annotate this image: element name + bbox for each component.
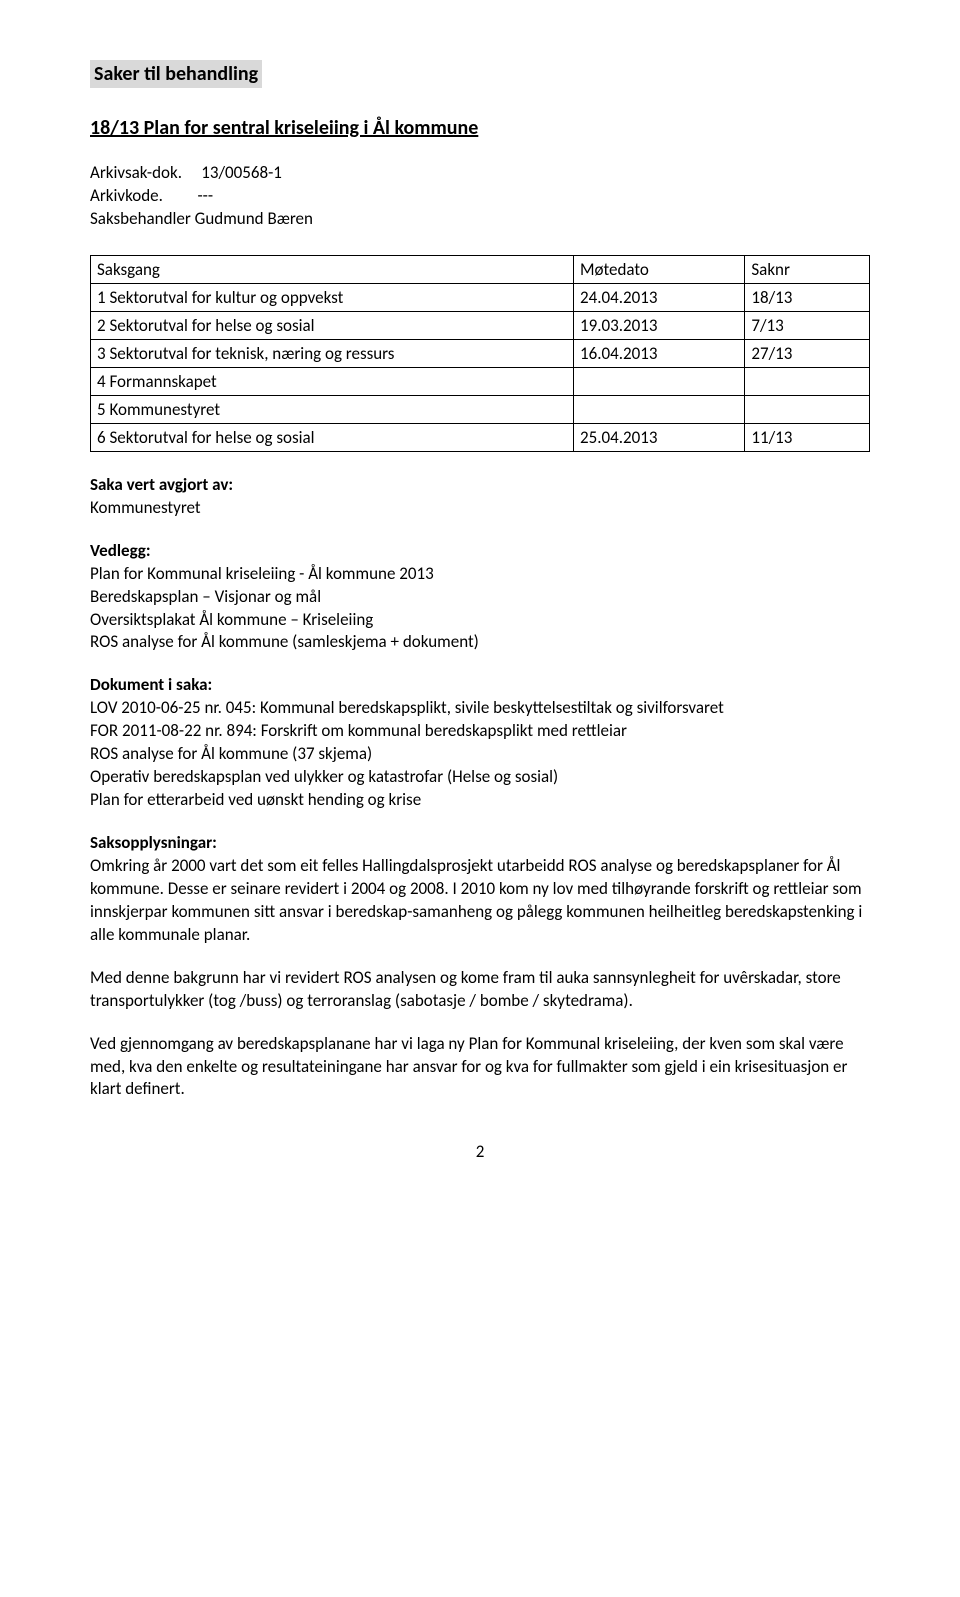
highlight-title: Saker til behandling [94, 62, 258, 86]
th-motedato: Møtedato [573, 255, 744, 283]
table-row: 5 Kommunestyret [91, 395, 870, 423]
cell [745, 395, 870, 423]
cell: 3 Sektorutval for teknisk, næring og res… [91, 339, 574, 367]
cell: 25.04.2013 [573, 423, 744, 451]
table-row: 1 Sektorutval for kultur og oppvekst 24.… [91, 283, 870, 311]
dokument-line: FOR 2011-08-22 nr. 894: Forskrift om kom… [90, 720, 870, 743]
saka-vert-value: Kommunestyret [90, 497, 870, 520]
saksopp-para3: Ved gjennomgang av beredskapsplanane har… [90, 1033, 870, 1102]
arkivsak-label: Arkivsak-dok. [90, 162, 182, 183]
arkivkode-row: Arkivkode. --- [90, 185, 870, 208]
vedlegg-line: Oversiktsplakat Ål kommune – Kriseleiing [90, 609, 870, 632]
cell [745, 367, 870, 395]
th-saksgang: Saksgang [91, 255, 574, 283]
saka-vert-section: Saka vert avgjort av: Kommunestyret [90, 474, 870, 520]
saka-vert-label: Saka vert avgjort av: [90, 474, 870, 497]
document-page: Saker til behandling 18/13 Plan for sent… [0, 0, 960, 1202]
vedlegg-line: ROS analyse for Ål kommune (samleskjema … [90, 631, 870, 654]
dokument-line: Plan for etterarbeid ved uønskt hending … [90, 789, 870, 812]
vedlegg-line: Beredskapsplan – Visjonar og mål [90, 586, 870, 609]
dokument-label: Dokument i saka: [90, 674, 870, 697]
cell: 16.04.2013 [573, 339, 744, 367]
saksopp-para1: Omkring år 2000 vart det som eit felles … [90, 855, 870, 947]
table-row: 2 Sektorutval for helse og sosial 19.03.… [91, 311, 870, 339]
page-number: 2 [90, 1141, 870, 1162]
cell: 4 Formannskapet [91, 367, 574, 395]
meta-block: Arkivsak-dok. 13/00568-1 Arkivkode. --- … [90, 162, 870, 231]
arkivkode-label: Arkivkode. [90, 185, 163, 206]
dokument-line: LOV 2010-06-25 nr. 045: Kommunal beredsk… [90, 697, 870, 720]
table-header-row: Saksgang Møtedato Saknr [91, 255, 870, 283]
arkivkode-value: --- [197, 185, 213, 206]
saksbehandler-value: Gudmund Bæren [195, 208, 313, 229]
arkivsak-value: 13/00568-1 [201, 162, 282, 183]
saksgang-table: Saksgang Møtedato Saknr 1 Sektorutval fo… [90, 255, 870, 452]
table-row: 4 Formannskapet [91, 367, 870, 395]
cell: 5 Kommunestyret [91, 395, 574, 423]
cell [573, 395, 744, 423]
cell: 6 Sektorutval for helse og sosial [91, 423, 574, 451]
table-row: 3 Sektorutval for teknisk, næring og res… [91, 339, 870, 367]
cell: 18/13 [745, 283, 870, 311]
saksbehandler-label: Saksbehandler [90, 208, 191, 229]
cell: 1 Sektorutval for kultur og oppvekst [91, 283, 574, 311]
saksopp-section: Saksopplysningar: Omkring år 2000 vart d… [90, 832, 870, 947]
dokument-line: Operativ beredskapsplan ved ulykker og k… [90, 766, 870, 789]
arkivsak-row: Arkivsak-dok. 13/00568-1 [90, 162, 870, 185]
cell: 7/13 [745, 311, 870, 339]
case-heading: 18/13 Plan for sentral kriseleiing i Ål … [90, 116, 870, 140]
dokument-line: ROS analyse for Ål kommune (37 skjema) [90, 743, 870, 766]
vedlegg-section: Vedlegg: Plan for Kommunal kriseleiing -… [90, 540, 870, 655]
dokument-section: Dokument i saka: LOV 2010-06-25 nr. 045:… [90, 674, 870, 812]
cell: 27/13 [745, 339, 870, 367]
saksopp-para2: Med denne bakgrunn har vi revidert ROS a… [90, 967, 870, 1013]
cell [573, 367, 744, 395]
table-row: 6 Sektorutval for helse og sosial 25.04.… [91, 423, 870, 451]
cell: 2 Sektorutval for helse og sosial [91, 311, 574, 339]
cell: 11/13 [745, 423, 870, 451]
highlight-title-box: Saker til behandling [90, 60, 262, 88]
cell: 24.04.2013 [573, 283, 744, 311]
vedlegg-line: Plan for Kommunal kriseleiing - Ål kommu… [90, 563, 870, 586]
saksopp-label: Saksopplysningar: [90, 832, 870, 855]
vedlegg-label: Vedlegg: [90, 540, 870, 563]
saksbehandler-row: Saksbehandler Gudmund Bæren [90, 208, 870, 231]
cell: 19.03.2013 [573, 311, 744, 339]
th-saknr: Saknr [745, 255, 870, 283]
